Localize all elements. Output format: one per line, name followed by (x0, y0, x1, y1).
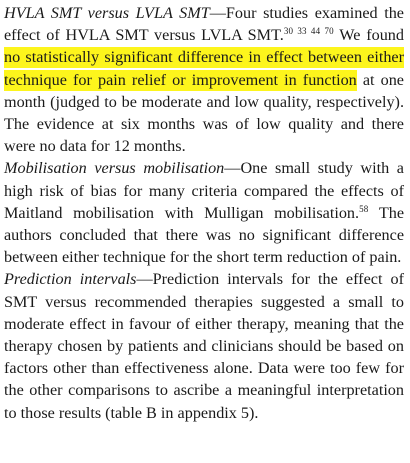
highlighted-finding: no statistically significant difference … (4, 47, 404, 91)
paragraph-text: Four studies examined the effect of HVLA… (4, 4, 404, 45)
paragraph-text: at one month (judged to be moderate and … (4, 70, 404, 156)
paragraph-text: We found (333, 26, 404, 45)
section-heading-prediction-intervals: Prediction intervals (4, 270, 137, 289)
section-heading-mobilisation: Mobilisation versus mobilisation (4, 159, 225, 178)
paragraph-text: The authors concluded that there was no … (4, 203, 405, 267)
article-text-column: HVLA SMT versus LVLA SMT—Four studies ex… (4, 2, 404, 424)
paragraph-prediction-intervals: Prediction intervals—Prediction interval… (4, 268, 404, 423)
heading-dash: — (209, 4, 226, 22)
paragraph-text: One small study with a high risk of bias… (4, 159, 404, 222)
paragraph-mobilisation: Mobilisation versus mobilisation—One sma… (4, 157, 404, 268)
heading-dash: — (136, 270, 153, 289)
section-heading-hvla-vs-lvla: HVLA SMT versus LVLA SMT (4, 4, 210, 22)
citation-refs[interactable]: 58 (359, 203, 369, 214)
paragraph-hvla-vs-lvla: HVLA SMT versus LVLA SMT—Four studies ex… (4, 2, 404, 157)
paragraph-text: Prediction intervals for the effect of S… (4, 270, 404, 422)
citation-refs[interactable]: 30 33 44 70 (283, 26, 334, 37)
heading-dash: — (224, 159, 241, 178)
